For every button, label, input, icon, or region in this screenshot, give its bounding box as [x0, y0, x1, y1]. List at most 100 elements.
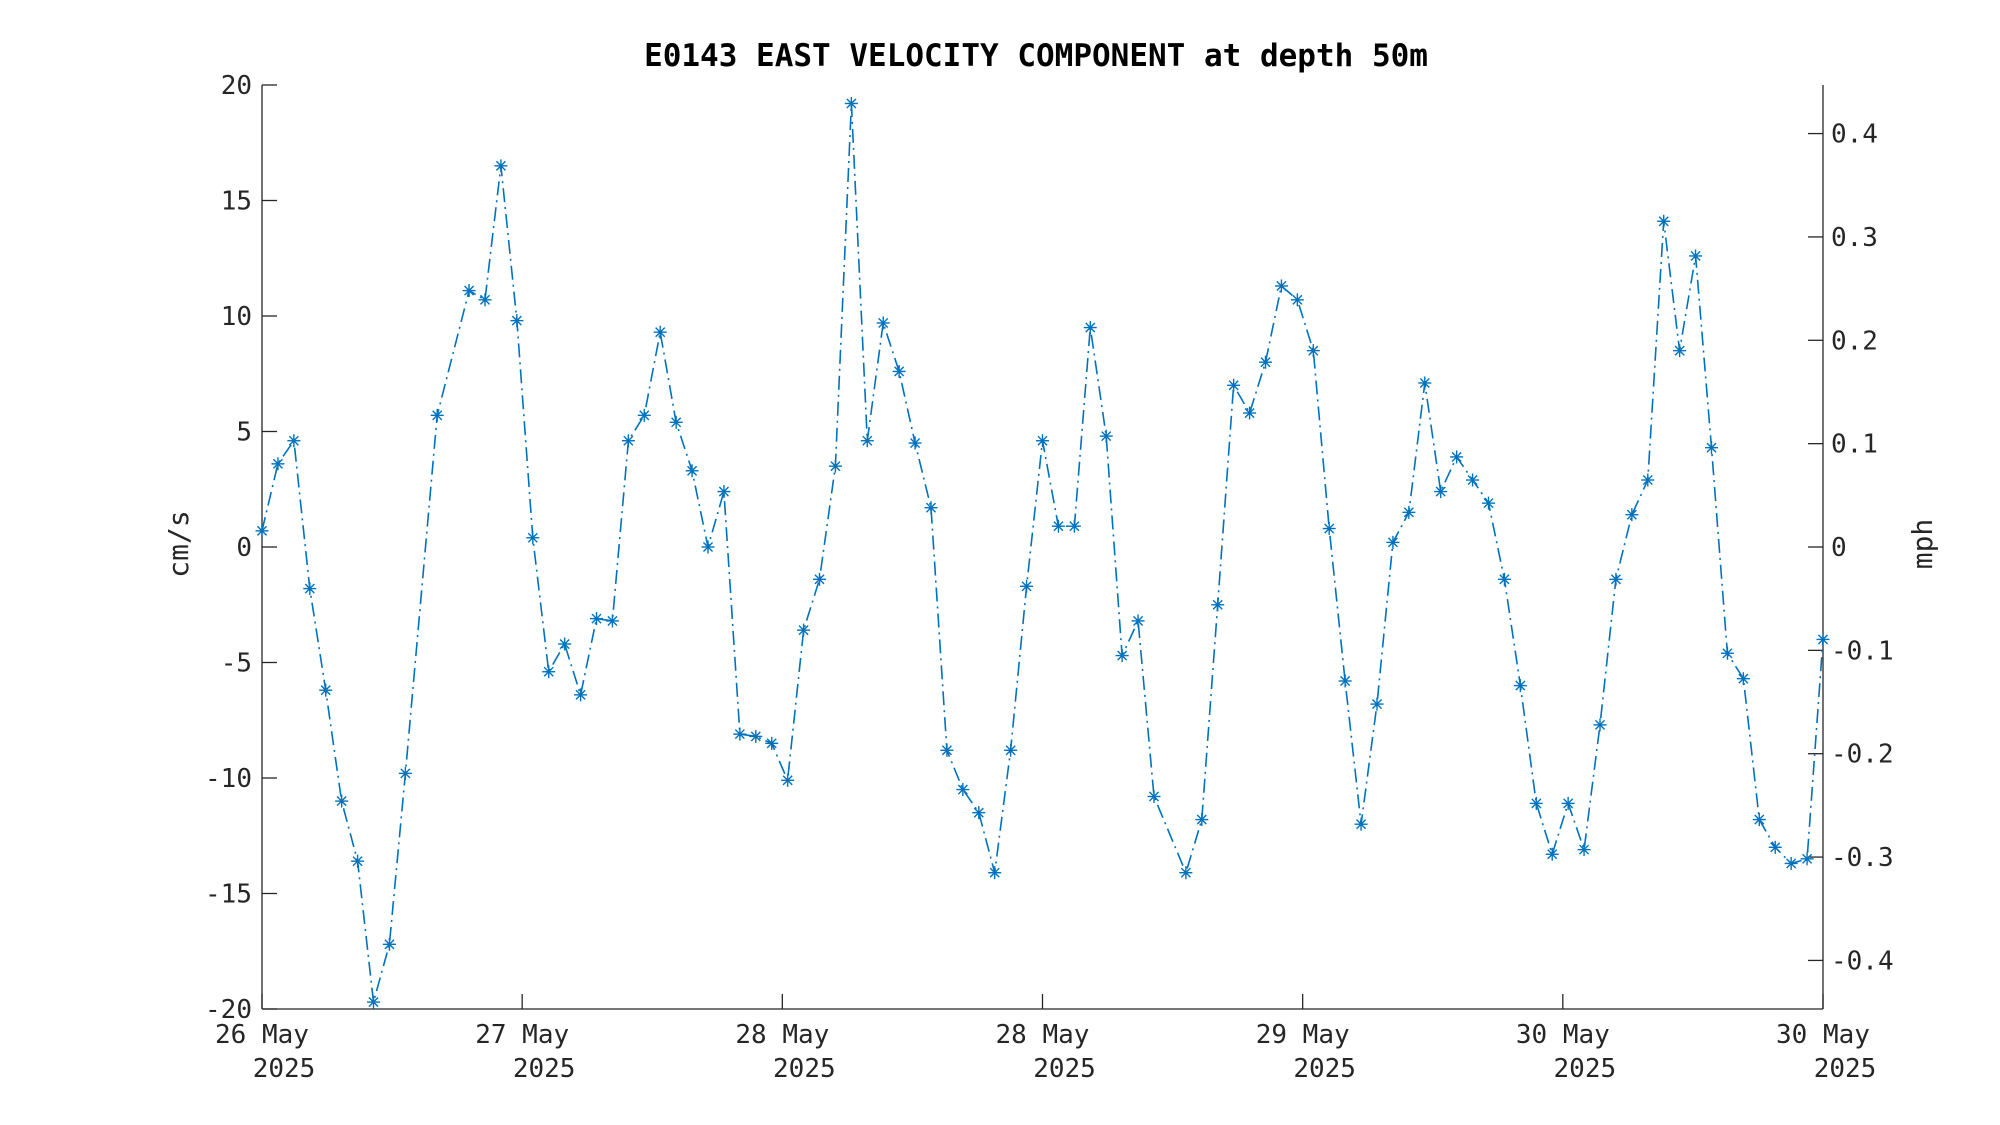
data-point-marker: [972, 806, 986, 820]
y-tick-label-right: 0.1: [1831, 430, 1878, 460]
data-point-marker: [1243, 406, 1257, 420]
data-point-marker: [494, 159, 508, 173]
data-point-marker: [988, 866, 1002, 880]
x-tick-label-day: 27 May: [475, 1020, 569, 1050]
data-point-marker: [526, 531, 540, 545]
y-axis-label-right: mph: [1906, 519, 1939, 570]
x-tick-label-year: 2025: [1293, 1054, 1356, 1084]
data-point-marker: [1147, 789, 1161, 803]
data-point-marker: [1099, 429, 1113, 443]
data-point-marker: [1020, 579, 1034, 593]
y-tick-label-right: 0.3: [1831, 223, 1878, 253]
data-point-marker: [430, 408, 444, 422]
x-tick-label-year: 2025: [253, 1054, 316, 1084]
data-point-marker: [685, 464, 699, 478]
x-tick-label-day: 26 May: [215, 1020, 309, 1050]
data-point-marker: [1529, 796, 1543, 810]
data-point-marker: [1625, 508, 1639, 522]
data-point-marker: [956, 783, 970, 797]
data-point-marker: [669, 415, 683, 429]
data-point-marker: [1434, 485, 1448, 499]
y-tick-label-left: 5: [236, 418, 252, 448]
data-point-marker: [1418, 376, 1432, 390]
data-point-marker: [1051, 519, 1065, 533]
x-tick-label-day: 28 May: [996, 1020, 1090, 1050]
data-point-marker: [478, 293, 492, 307]
data-point-marker: [1593, 718, 1607, 732]
y-tick-label-left: 0: [236, 533, 252, 563]
x-tick-label-year: 2025: [1033, 1054, 1096, 1084]
y-tick-label-right: 0.4: [1831, 120, 1878, 150]
data-point-marker: [1768, 840, 1782, 854]
data-point-marker: [1800, 852, 1814, 866]
y-tick-label-right: -0.4: [1831, 946, 1894, 976]
data-point-marker: [1322, 522, 1336, 536]
data-point-marker: [1736, 672, 1750, 686]
data-point-marker: [749, 729, 763, 743]
data-point-marker: [1673, 344, 1687, 358]
data-point-marker: [1689, 249, 1703, 263]
data-point-marker: [1274, 279, 1288, 293]
data-point-marker: [1609, 572, 1623, 586]
data-point-marker: [1784, 856, 1798, 870]
x-tick-label-year: 2025: [513, 1054, 576, 1084]
data-point-marker: [1067, 519, 1081, 533]
y-tick-label-left: -5: [221, 649, 252, 679]
data-point-marker: [924, 501, 938, 515]
y-tick-label-right: -0.2: [1831, 740, 1894, 770]
x-tick-label-day: 28 May: [735, 1020, 829, 1050]
series-layer: [255, 96, 1830, 1009]
data-point-marker: [590, 612, 603, 626]
data-point-marker: [940, 743, 954, 757]
data-point-marker: [765, 736, 779, 750]
data-point-marker: [1641, 473, 1655, 487]
data-point-marker: [1816, 632, 1830, 646]
y-tick-label-left: 15: [221, 187, 252, 217]
y-tick-label-right: -0.3: [1831, 843, 1894, 873]
data-point-marker: [781, 773, 795, 787]
data-point-marker: [844, 96, 858, 110]
x-tick-label-year: 2025: [1814, 1054, 1877, 1084]
data-point-marker: [287, 434, 301, 448]
data-point-marker: [1004, 743, 1018, 757]
y-tick-label-left: -20: [205, 995, 252, 1025]
data-point-marker: [1386, 535, 1400, 549]
y-tick-label-left: -15: [205, 880, 252, 910]
data-point-marker: [303, 582, 317, 596]
data-point-marker: [1482, 496, 1495, 510]
data-point-marker: [367, 995, 380, 1009]
data-point-marker: [1402, 505, 1416, 519]
y-tick-label-left: -10: [205, 764, 252, 794]
y-tick-label-right: -0.1: [1831, 636, 1894, 666]
data-point-marker: [382, 937, 396, 951]
y-tick-label-right: 0.2: [1831, 326, 1878, 356]
data-point-marker: [1036, 434, 1049, 448]
data-point-marker: [1577, 843, 1591, 857]
x-tick-label-year: 2025: [1554, 1054, 1617, 1084]
data-point-marker: [351, 854, 365, 868]
data-point-marker: [1354, 817, 1368, 831]
data-point-marker: [1497, 572, 1511, 586]
data-point-marker: [1466, 473, 1480, 487]
data-point-marker: [574, 688, 588, 702]
data-point-marker: [1195, 813, 1209, 827]
data-point-marker: [621, 434, 635, 448]
y-axis-label-left: cm/s: [162, 510, 195, 577]
data-point-marker: [1083, 321, 1097, 335]
y-tick-label-right: 0: [1831, 533, 1847, 563]
data-point-marker: [813, 572, 826, 586]
data-point-marker: [462, 284, 476, 298]
y-tick-label-left: 10: [221, 302, 252, 332]
data-point-marker: [1657, 214, 1671, 228]
data-point-marker: [255, 524, 269, 538]
data-point-marker: [733, 727, 747, 741]
data-point-marker: [637, 408, 651, 422]
data-point-marker: [860, 434, 874, 448]
data-point-marker: [892, 364, 906, 378]
data-point-marker: [828, 459, 842, 473]
data-point-marker: [335, 794, 349, 808]
data-point-marker: [1259, 355, 1272, 369]
plot-axes: 20 15 10 5 0 -5 -10 -15 -20 0.4 0.3 0.2 0.1 0 -0.1 -0.2…: [205, 71, 1894, 1084]
data-point-marker: [510, 314, 524, 328]
